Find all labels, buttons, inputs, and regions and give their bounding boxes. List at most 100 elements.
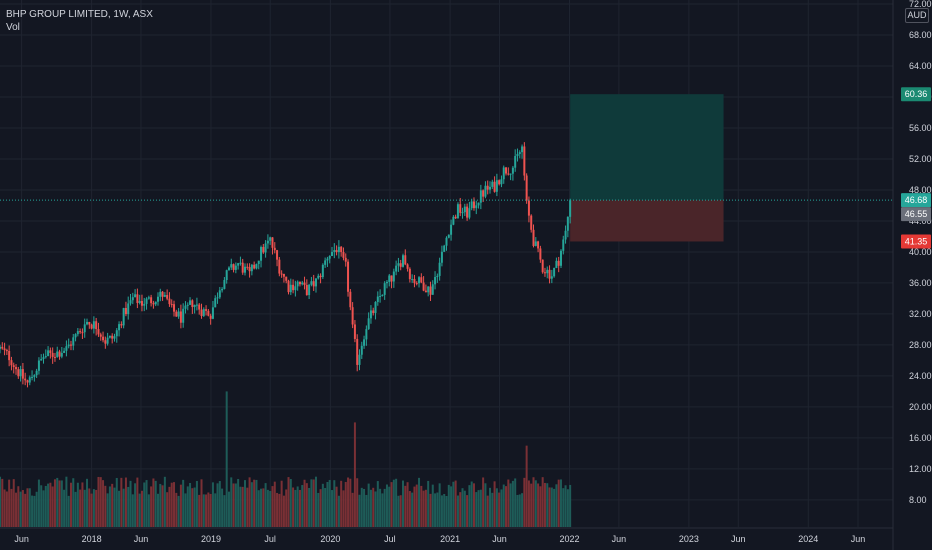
candle-body xyxy=(443,245,446,252)
target-price-badge-text: 60.36 xyxy=(905,89,928,99)
candle-body xyxy=(136,294,139,303)
candle-body xyxy=(145,298,148,304)
candle-body xyxy=(401,255,404,267)
volume-bar xyxy=(360,487,363,527)
candle-body xyxy=(553,267,556,277)
candle-body xyxy=(97,329,100,335)
candle-body xyxy=(445,237,448,246)
candle-body xyxy=(390,275,393,282)
volume-bar xyxy=(205,494,208,527)
candle-body xyxy=(562,239,565,251)
candle-body xyxy=(60,352,63,357)
volume-bar xyxy=(411,492,414,527)
volume-bar xyxy=(147,494,150,527)
candle-body xyxy=(372,310,375,313)
volume-bar xyxy=(168,486,171,527)
volume-bar xyxy=(223,495,226,527)
symbol-title[interactable]: BHP GROUP LIMITED, 1W, ASX xyxy=(6,9,153,20)
candle-body xyxy=(262,247,265,253)
candle-body xyxy=(33,375,36,377)
candle-body xyxy=(83,324,86,333)
candle-body xyxy=(436,275,439,278)
candle-body xyxy=(31,376,34,378)
volume-bar xyxy=(461,488,464,527)
volume-bar xyxy=(216,483,219,527)
candle-body xyxy=(122,308,125,326)
candle-body xyxy=(491,181,494,187)
volume-bar xyxy=(390,482,393,527)
candle-body xyxy=(507,173,510,175)
volume-bar xyxy=(498,492,501,527)
candle-body xyxy=(420,277,423,283)
volume-bar xyxy=(450,486,453,527)
candle-body xyxy=(193,304,196,308)
target-zone[interactable] xyxy=(570,94,724,201)
candle-body xyxy=(65,346,68,351)
candle-body xyxy=(418,277,421,284)
candle-body xyxy=(367,318,370,330)
candle-body xyxy=(134,294,137,298)
candle-body xyxy=(353,324,356,339)
volume-bar xyxy=(511,480,514,527)
volume-bar xyxy=(434,493,437,527)
candle-body xyxy=(72,337,75,346)
volume-bar xyxy=(312,479,315,527)
time-axis[interactable]: Jun 2018 Jun 2019 Jul 2020 Jul 2021 Jun 2022 Jun 20… xyxy=(14,534,865,544)
candle-body xyxy=(472,201,475,209)
volume-bar xyxy=(44,485,47,527)
candle-body xyxy=(365,329,368,340)
candle-body xyxy=(498,180,501,185)
candle-body xyxy=(195,304,198,306)
volume-bar xyxy=(376,481,379,527)
volume-bar xyxy=(152,478,155,527)
candle-body xyxy=(3,348,6,351)
candle-body xyxy=(328,255,331,259)
volume-bar xyxy=(131,494,134,527)
candle-body xyxy=(28,377,31,383)
candle-body xyxy=(230,264,233,268)
volume-bar xyxy=(124,477,127,527)
y-tick-label: 40.00 xyxy=(909,247,932,257)
candle-body xyxy=(452,216,455,225)
volume-label[interactable]: Vol xyxy=(6,22,20,33)
volume-bar xyxy=(381,493,384,527)
currency-label[interactable]: AUD xyxy=(905,8,929,23)
volume-bar xyxy=(12,479,15,527)
volume-bar xyxy=(262,488,265,527)
candle-body xyxy=(113,336,116,339)
candle-body xyxy=(26,380,29,383)
volume-bar xyxy=(177,495,180,527)
volume-bar xyxy=(58,480,61,527)
volume-bar xyxy=(33,495,36,527)
candle-body xyxy=(260,247,263,261)
volume-bar xyxy=(456,495,459,527)
volume-bar xyxy=(399,495,402,527)
volume-bar xyxy=(527,480,530,527)
volume-bar xyxy=(452,481,455,527)
volume-bar xyxy=(333,480,336,527)
candle-body xyxy=(486,185,489,190)
volume-bar xyxy=(415,484,418,527)
volume-bar xyxy=(509,483,512,527)
candle-body xyxy=(360,345,363,355)
candle-body xyxy=(49,350,52,353)
candle-body xyxy=(559,250,562,266)
candle-body xyxy=(505,167,508,174)
candle-body xyxy=(175,311,178,317)
volume-bar xyxy=(10,488,13,527)
candle-body xyxy=(294,286,297,291)
volume-bar xyxy=(502,484,505,527)
volume-bar xyxy=(241,486,244,527)
candle-body xyxy=(106,337,109,344)
stop-zone[interactable] xyxy=(570,200,724,242)
volume-bar xyxy=(326,481,329,527)
volume-bar xyxy=(356,478,359,527)
candle-body xyxy=(344,257,347,262)
volume-bar xyxy=(477,490,480,527)
volume-bar xyxy=(179,484,182,527)
candle-body xyxy=(525,175,528,201)
candle-body xyxy=(214,298,217,308)
candle-body xyxy=(468,208,471,218)
volume-bar xyxy=(342,490,345,527)
